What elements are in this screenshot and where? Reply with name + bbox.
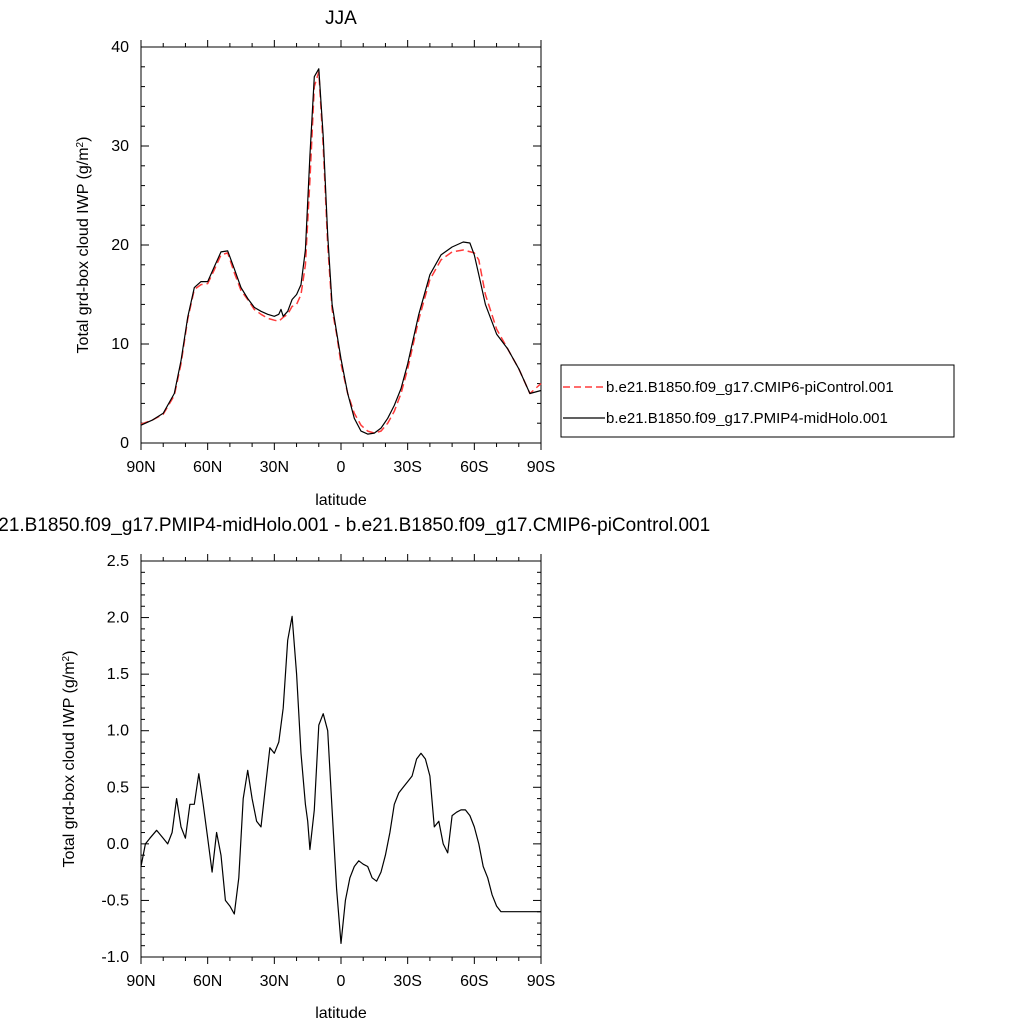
- top-chart-y-axis-label-close: ): [75, 137, 92, 142]
- top-chart-x-tick-label: 30N: [260, 459, 289, 476]
- bottom-chart: b.e21.B1850.f09_g17.PMIP4-midHolo.001 - …: [0, 515, 710, 1022]
- bottom-chart-x-tick-label: 30S: [393, 973, 421, 990]
- legend-label-picontrol: b.e21.B1850.f09_g17.CMIP6-piControl.001: [606, 379, 894, 396]
- top-chart-y-axis-label-text: Total grd-box cloud IWP (g/m: [75, 147, 92, 353]
- top-chart-legend: b.e21.B1850.f09_g17.CMIP6-piControl.001 …: [560, 364, 955, 438]
- top-chart-x-tick-label: 0: [337, 459, 346, 476]
- bottom-chart-x-tick-label: 30N: [260, 973, 289, 990]
- top-chart-title: JJA: [325, 8, 357, 29]
- top-chart-x-tick-label: 60N: [193, 459, 222, 476]
- bottom-chart-y-tick-label: 0.0: [107, 836, 129, 853]
- bottom-chart-x-axis: 90N 60N 30N 0 30S 60S 90S: [126, 554, 555, 990]
- top-chart-x-axis-label: latitude: [315, 492, 367, 509]
- top-chart-x-tick-label: 90S: [527, 459, 555, 476]
- bottom-chart-y-tick-label: -1.0: [101, 949, 129, 966]
- bottom-chart-y-tick-label: -0.5: [101, 892, 129, 909]
- top-chart-x-axis: 90N 60N 30N 0 30S 60S 90S: [126, 40, 555, 476]
- top-chart-y-tick-label: 30: [111, 138, 129, 155]
- top-chart-y-axis-label-sup: 2: [75, 141, 86, 147]
- bottom-chart-y-tick-label: 2.0: [107, 610, 129, 627]
- top-chart: JJA 0 10 20 30 40 90N 60N 30N 0 30S 60S 90S latitu…: [75, 8, 955, 509]
- top-chart-series-line-1: [140, 68, 542, 435]
- bottom-chart-x-tick-label: 90S: [527, 973, 555, 990]
- bottom-chart-x-tick-label: 90N: [126, 973, 155, 990]
- bottom-chart-plot-frame: [140, 560, 542, 958]
- bottom-chart-title: b.e21.B1850.f09_g17.PMIP4-midHolo.001 - …: [0, 515, 710, 536]
- top-chart-y-tick-label: 0: [120, 435, 129, 452]
- top-chart-x-tick-label: 30S: [393, 459, 421, 476]
- bottom-chart-y-tick-label: 0.5: [107, 779, 129, 796]
- top-chart-series-line-0: [140, 71, 542, 434]
- bottom-chart-x-tick-label: 0: [337, 973, 346, 990]
- top-chart-plot-frame: [140, 46, 542, 444]
- bottom-chart-y-axis: -1.0 -0.5 0.0 0.5 1.0 1.5 2.0 2.5: [101, 553, 541, 966]
- bottom-chart-x-axis-label: latitude: [315, 1005, 367, 1022]
- top-chart-x-tick-label: 90N: [126, 459, 155, 476]
- top-chart-y-tick-label: 10: [111, 336, 129, 353]
- bottom-chart-y-axis-label: Total grd-box cloud IWP (g/m2): [61, 651, 79, 868]
- bottom-chart-x-tick-label: 60N: [193, 973, 222, 990]
- bottom-chart-y-axis-label-text: Total grd-box cloud IWP (g/m: [61, 661, 78, 867]
- bottom-chart-y-tick-label: 1.5: [107, 666, 129, 683]
- top-chart-y-tick-label: 40: [111, 39, 129, 56]
- top-chart-x-tick-label: 60S: [460, 459, 488, 476]
- bottom-chart-x-tick-label: 60S: [460, 973, 488, 990]
- top-chart-y-axis-label: Total grd-box cloud IWP (g/m2): [75, 137, 93, 354]
- bottom-chart-y-tick-label: 1.0: [107, 723, 129, 740]
- bottom-chart-y-axis-label-close: ): [61, 651, 78, 656]
- legend-box: [560, 364, 955, 438]
- bottom-chart-y-axis-label-sup: 2: [61, 655, 72, 661]
- top-chart-y-axis: 0 10 20 30 40: [111, 39, 541, 452]
- bottom-chart-series: [140, 615, 541, 945]
- bottom-chart-series-line-0: [140, 615, 541, 945]
- bottom-chart-y-tick-label: 2.5: [107, 553, 129, 570]
- legend-label-midholo: b.e21.B1850.f09_g17.PMIP4-midHolo.001: [606, 410, 888, 427]
- top-chart-y-tick-label: 20: [111, 237, 129, 254]
- top-chart-series: [140, 68, 542, 435]
